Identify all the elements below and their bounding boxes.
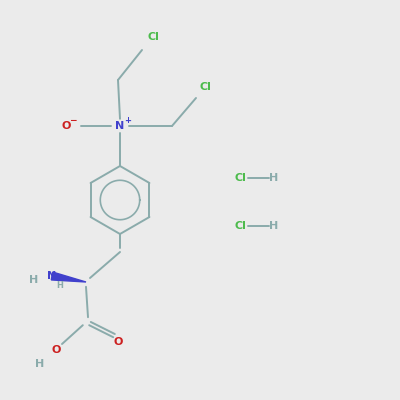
Text: O: O [61, 121, 71, 131]
Text: N: N [47, 271, 57, 281]
Text: H: H [29, 275, 39, 285]
Text: N: N [115, 121, 125, 131]
Text: H: H [269, 173, 279, 183]
Polygon shape [51, 272, 86, 282]
Text: O: O [51, 345, 61, 355]
Text: Cl: Cl [147, 32, 159, 42]
Text: O: O [113, 337, 123, 347]
Text: +: + [124, 116, 131, 125]
Text: H: H [35, 359, 45, 369]
Text: Cl: Cl [200, 82, 212, 92]
Text: Cl: Cl [234, 173, 246, 183]
Text: H: H [56, 282, 63, 290]
Text: Cl: Cl [234, 221, 246, 231]
Text: H: H [269, 221, 279, 231]
Text: −: − [70, 116, 77, 125]
